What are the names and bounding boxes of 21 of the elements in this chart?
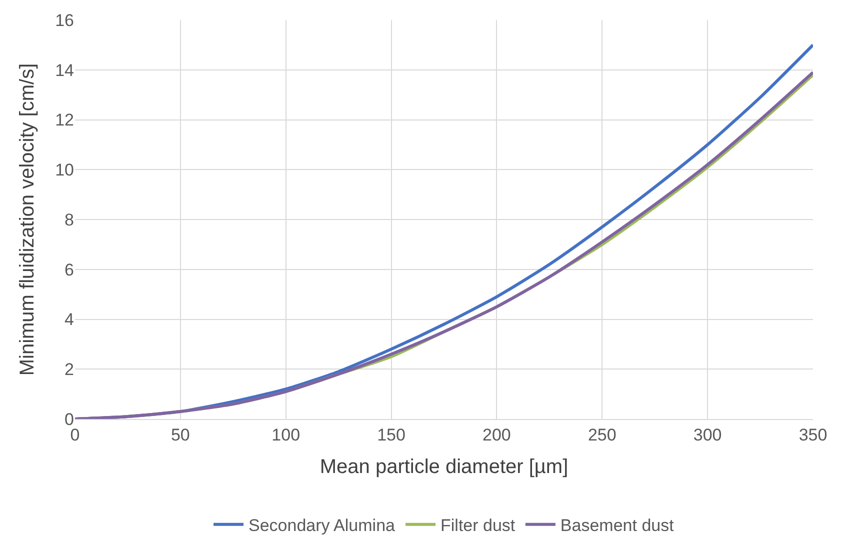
y-tick-label: 14 xyxy=(55,60,74,80)
legend-label: Basement dust xyxy=(560,516,674,535)
legend-label: Secondary Alumina xyxy=(248,516,396,535)
x-tick-label: 100 xyxy=(272,425,300,444)
x-tick-label: 350 xyxy=(798,425,828,444)
y-tick-label: 2 xyxy=(64,360,74,380)
x-tick-label: 250 xyxy=(588,425,616,444)
legend-label: Filter dust xyxy=(440,516,516,535)
y-tick-label: 4 xyxy=(64,310,74,330)
y-tick-label: 16 xyxy=(55,10,74,30)
x-tick-label: 50 xyxy=(170,425,190,444)
x-axis-title: Mean particle diameter [µm] xyxy=(320,456,568,478)
y-tick-label: 0 xyxy=(64,410,74,429)
x-tick-label: 300 xyxy=(693,425,722,444)
x-tick-label: 200 xyxy=(482,425,511,444)
y-tick-label: 6 xyxy=(64,260,74,280)
y-axis-title: Minimum fluidization velocity [cm/s] xyxy=(16,63,39,376)
y-tick-label: 8 xyxy=(64,210,74,230)
y-tick-label: 12 xyxy=(55,110,74,130)
y-tick-label: 10 xyxy=(55,160,74,180)
x-tick-label: 150 xyxy=(377,425,406,444)
